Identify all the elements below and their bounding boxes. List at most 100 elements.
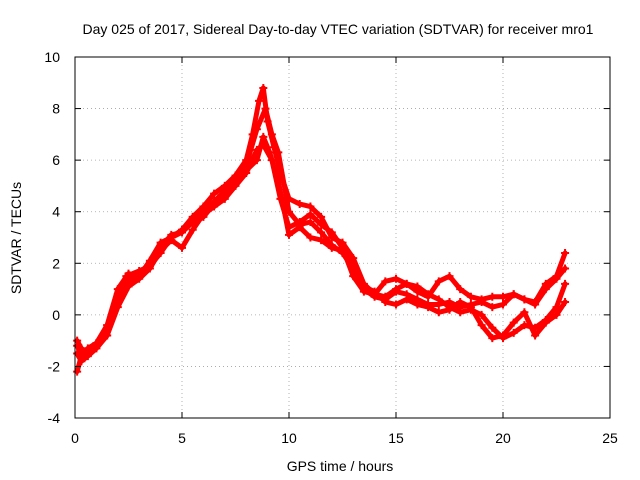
data-point (265, 148, 274, 157)
data-point (445, 305, 454, 314)
data-point (295, 223, 304, 232)
y-tick-label: 8 (52, 101, 60, 117)
data-point (541, 318, 550, 327)
data-point (178, 243, 186, 252)
data-point (381, 277, 390, 286)
data-point (73, 367, 82, 376)
data-point (402, 279, 411, 288)
data-point (306, 210, 315, 219)
data-point (113, 303, 122, 312)
data-point (77, 352, 86, 361)
series-day-2 (73, 104, 570, 358)
data-point (509, 328, 518, 337)
y-tick-label: -4 (48, 410, 61, 426)
data-point (73, 341, 82, 350)
data-point (520, 321, 529, 330)
data-point (317, 212, 326, 221)
data-point (124, 282, 133, 291)
data-point (445, 272, 454, 281)
data-point (370, 287, 379, 296)
data-point (188, 225, 197, 234)
series-day-3 (73, 140, 570, 366)
data-point (317, 228, 326, 237)
data-point (242, 166, 251, 175)
data-point (392, 300, 400, 309)
data-point (392, 285, 400, 294)
x-tick-label: 10 (281, 430, 297, 446)
data-point (520, 295, 529, 304)
data-point (349, 261, 358, 270)
data-point (83, 344, 92, 353)
data-point (135, 272, 144, 281)
data-point (466, 292, 475, 301)
data-point (381, 297, 390, 306)
x-axis-label: GPS time / hours (287, 458, 394, 474)
data-point (466, 303, 475, 312)
y-tick-label: 6 (52, 152, 60, 168)
data-point (488, 303, 497, 312)
data-point (252, 125, 261, 134)
data-point (317, 220, 326, 229)
chart-title: Day 025 of 2017, Sidereal Day-to-day VTE… (83, 21, 594, 37)
data-point (477, 297, 486, 306)
data-point (392, 274, 400, 283)
data-point (488, 323, 497, 332)
data-point (434, 277, 443, 286)
data-point (103, 331, 112, 340)
data-point (477, 310, 486, 319)
data-point (210, 189, 219, 198)
data-point (520, 308, 529, 317)
ticks (74, 56, 611, 419)
y-tick-label: 0 (52, 307, 60, 323)
data-point (456, 297, 465, 306)
y-tick-label: -2 (48, 358, 61, 374)
data-point (509, 318, 518, 327)
series-layer (73, 83, 570, 376)
data-point (402, 295, 411, 304)
data-point (413, 300, 422, 309)
data-point (477, 321, 486, 330)
data-point (509, 290, 518, 299)
data-point (267, 130, 276, 139)
data-point (317, 236, 326, 245)
data-point (531, 331, 540, 340)
data-point (434, 308, 443, 317)
data-point (220, 192, 229, 201)
x-tick-label: 25 (602, 430, 618, 446)
plot-frame (74, 56, 611, 419)
x-tick-label: 5 (178, 430, 186, 446)
data-point (488, 334, 497, 343)
x-tick-label: 0 (71, 430, 79, 446)
data-point (499, 331, 507, 340)
data-point (359, 282, 368, 291)
data-point (178, 228, 186, 237)
data-point (552, 274, 561, 283)
y-tick-label: 10 (44, 49, 60, 65)
data-point (124, 269, 133, 278)
data-point (274, 148, 283, 157)
data-point (199, 212, 208, 221)
data-point (434, 295, 443, 304)
data-point (456, 285, 465, 294)
data-point (261, 104, 270, 113)
data-point (259, 132, 268, 141)
data-point (92, 339, 101, 348)
data-point (413, 282, 422, 291)
data-point (113, 285, 122, 294)
data-point (295, 199, 304, 208)
grid (75, 57, 610, 418)
data-point (73, 349, 82, 358)
data-point (499, 292, 507, 301)
data-point (561, 297, 570, 306)
data-point (145, 256, 154, 265)
data-point (231, 179, 240, 188)
data-point (103, 321, 112, 330)
data-point (210, 199, 219, 208)
data-point (541, 285, 550, 294)
data-point (188, 218, 197, 227)
y-tick-label: 4 (52, 204, 60, 220)
data-point (255, 96, 264, 105)
data-point (338, 246, 347, 255)
y-axis-label: SDTVAR / TECUs (8, 182, 24, 294)
